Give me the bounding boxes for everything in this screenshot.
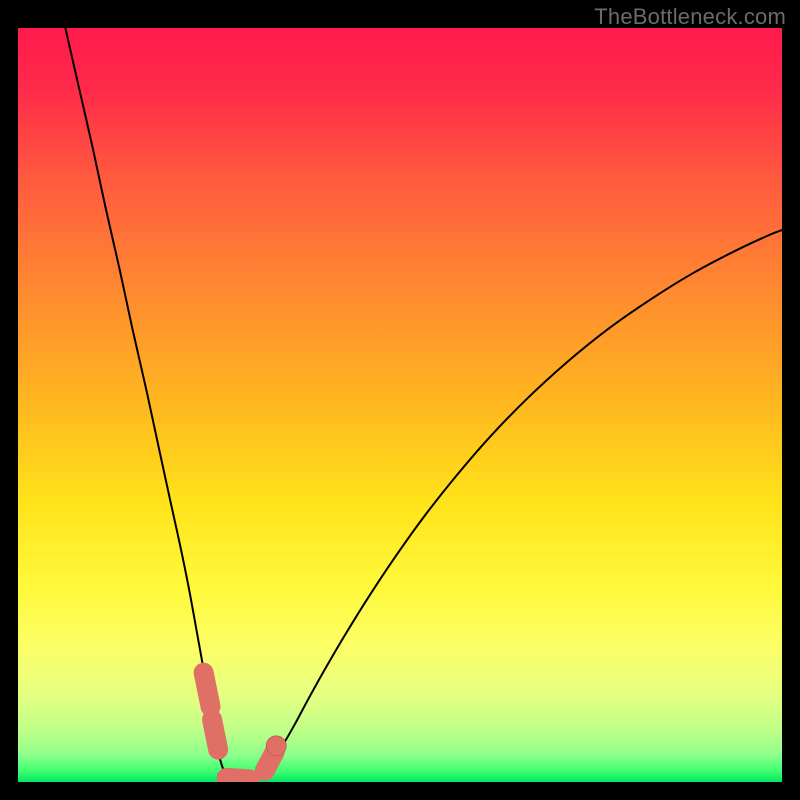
marker-dot [266,736,286,756]
gradient-background [18,28,782,782]
bottleneck-curve-chart [0,0,800,800]
